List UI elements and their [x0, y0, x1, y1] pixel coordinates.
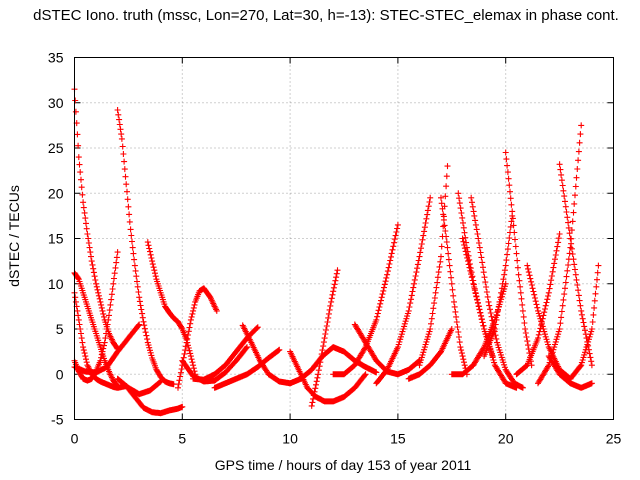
series-28 [481, 212, 516, 360]
y-axis-label: dSTEC / TECUs [6, 185, 22, 287]
series-12 [190, 324, 261, 383]
plot-frame [74, 57, 614, 420]
series-4 [71, 249, 121, 384]
series-markers [567, 262, 602, 382]
series-13 [211, 346, 283, 391]
x-tick-label: 10 [282, 431, 298, 447]
series-23 [438, 194, 470, 378]
series-markers [513, 231, 563, 378]
series-markers [71, 86, 121, 352]
series-6 [114, 107, 177, 388]
y-tick-label: 15 [48, 231, 64, 247]
x-tick-label: 25 [606, 431, 622, 447]
x-tick-label: 5 [178, 431, 186, 447]
series-markers [211, 346, 283, 391]
series-29 [502, 149, 535, 369]
series-markers [545, 353, 595, 391]
series-markers [502, 149, 535, 369]
series-markers [71, 249, 121, 384]
series-32 [535, 122, 585, 387]
series-22 [416, 163, 451, 369]
series-markers [114, 107, 177, 388]
series-16 [287, 344, 380, 387]
series-20 [373, 194, 434, 387]
series-markers [556, 161, 595, 369]
y-tick-label: 20 [48, 185, 64, 201]
series-21 [405, 326, 455, 382]
grid [74, 57, 614, 420]
y-tick-label: 35 [48, 50, 64, 66]
series-18 [330, 221, 401, 378]
y-tick-label: 25 [48, 140, 64, 156]
data-points [71, 86, 602, 417]
series-35 [545, 353, 595, 391]
series-17 [308, 267, 341, 409]
series-markers [144, 239, 199, 378]
series-markers [287, 344, 380, 387]
series-markers [481, 212, 516, 360]
series-markers [287, 348, 369, 405]
series-markers [535, 122, 585, 387]
series-9 [144, 239, 199, 378]
x-tick-label: 0 [71, 431, 79, 447]
series-markers [123, 383, 186, 417]
series-markers [239, 322, 294, 387]
series-30 [513, 231, 563, 378]
series-33 [556, 161, 595, 369]
series-markers [175, 285, 220, 391]
series-markers [190, 324, 261, 383]
x-axis-label: GPS time / hours of day 153 of year 2011 [215, 457, 472, 473]
series-34 [567, 262, 602, 382]
series-15 [287, 348, 369, 405]
series-10 [175, 285, 220, 391]
series-1 [71, 86, 121, 352]
x-tick-label: 20 [498, 431, 514, 447]
y-tick-label: 5 [56, 321, 64, 337]
series-markers [308, 267, 341, 409]
series-27 [468, 194, 526, 391]
series-markers [468, 194, 526, 391]
x-tick-label: 15 [390, 431, 406, 447]
series-8 [123, 383, 186, 417]
series-19 [351, 321, 423, 378]
y-tick-label: 0 [56, 366, 64, 382]
series-markers [438, 194, 470, 378]
y-tick-label: -5 [51, 412, 64, 428]
series-markers [416, 163, 451, 369]
series-markers [351, 321, 423, 378]
series-markers [373, 194, 434, 387]
y-tick-label: 10 [48, 276, 64, 292]
series-markers [405, 326, 455, 382]
y-tick-label: 30 [48, 95, 64, 111]
chart-title: dSTEC Iono. truth (mssc, Lon=270, Lat=30… [33, 7, 619, 24]
series-markers [330, 221, 401, 378]
series-14 [239, 322, 294, 387]
